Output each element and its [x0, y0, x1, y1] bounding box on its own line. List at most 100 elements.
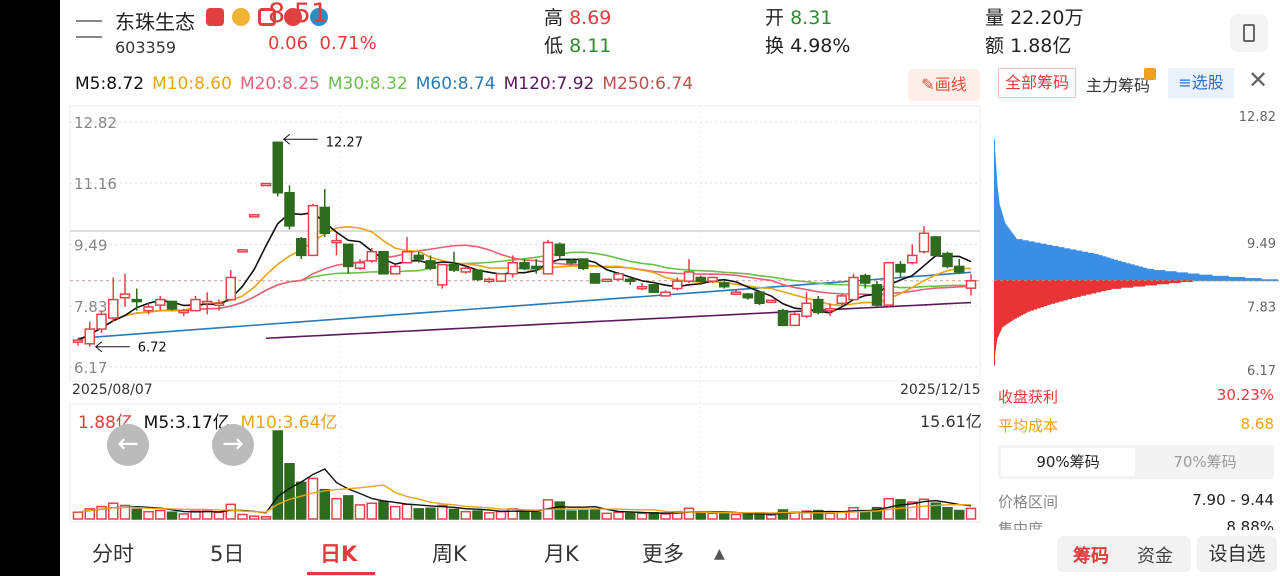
chip-bar-above — [994, 263, 1131, 266]
chip-bar-above — [994, 276, 1246, 279]
chip-bar-above — [994, 154, 996, 157]
y-tick-label: 12.82 — [74, 114, 117, 132]
chip-bar-below — [994, 353, 996, 356]
chip-bar-above — [994, 195, 999, 198]
price-change: 0.06 0.71% — [268, 33, 377, 54]
min-arrow-icon — [94, 341, 130, 353]
chips-button[interactable]: 筹码 — [1073, 546, 1109, 567]
chip-bar-below — [994, 312, 1026, 315]
volume-bar — [190, 510, 201, 520]
tab-monthly-k[interactable]: 月K — [544, 542, 579, 566]
bottom-pill — [1057, 536, 1191, 572]
volume-bar — [390, 505, 401, 520]
landscape-icon[interactable] — [1230, 14, 1268, 52]
volume-bar — [213, 511, 225, 520]
capital-button[interactable]: 资金 — [1137, 546, 1173, 567]
candle — [319, 206, 330, 235]
chip-bar-below — [994, 344, 997, 347]
prev-arrow-button[interactable]: ← — [107, 424, 149, 466]
chip-bar-above — [994, 208, 1002, 211]
volume-bar — [930, 502, 941, 520]
seg-90[interactable]: 90%筹码 — [1001, 448, 1135, 476]
next-arrow-button[interactable]: → — [212, 424, 254, 466]
chip-bar-above — [994, 197, 999, 200]
ma-legend-item: M30:8.32 — [327, 74, 408, 94]
candle — [143, 306, 154, 312]
chip-y-tick: 9.49 — [1247, 237, 1276, 252]
tab-weekly-k[interactable]: 周K — [432, 542, 467, 566]
candle — [378, 250, 389, 275]
volume-bar — [319, 488, 330, 520]
volume-bar — [272, 430, 283, 520]
chip-tab-main[interactable]: 主力筹码 — [1086, 76, 1151, 95]
volume-bar — [625, 512, 636, 520]
turnover-stat: 换 4.98% — [765, 35, 851, 57]
high-stat: 高 8.69 — [544, 7, 612, 29]
stock-picker-button[interactable]: ≡选股 — [1168, 68, 1234, 98]
volume-bar — [695, 511, 706, 520]
tab-daily-k[interactable]: 日K — [320, 542, 358, 566]
menu-icon[interactable] — [76, 20, 102, 38]
volume-ma10-line — [77, 484, 972, 514]
app-icon[interactable] — [206, 8, 224, 26]
max-label: 12.27 — [326, 135, 363, 150]
volume-bar — [84, 508, 95, 520]
chip-bar-below — [994, 352, 996, 355]
seg-70[interactable]: 70%筹码 — [1173, 453, 1237, 471]
weibo-icon[interactable] — [232, 8, 250, 26]
chip-bar-below — [994, 335, 999, 338]
ma-legend-item: M20:8.25 — [239, 74, 320, 94]
chip-bar-above — [994, 162, 996, 165]
candle — [883, 261, 894, 306]
chip-bar-below — [994, 333, 999, 336]
caret-up-icon[interactable]: ▲ — [714, 546, 725, 562]
change-pct: 0.71% — [319, 33, 377, 54]
chip-bar-above — [994, 173, 997, 176]
ma-legend-item: M5:8.72 — [75, 74, 145, 94]
chip-bar-above — [994, 163, 997, 166]
stock-name: 东珠生态 — [115, 10, 195, 34]
ma-legend-item: M60:8.74 — [415, 74, 496, 94]
chip-bar-above — [994, 265, 1139, 268]
volume-frame — [69, 403, 981, 523]
volume-bar — [108, 502, 119, 520]
app-badge-icons[interactable] — [206, 8, 328, 26]
chip-bar-above — [994, 164, 997, 167]
chat-icon[interactable] — [310, 8, 328, 26]
kline-chart[interactable]: 12.82 11.16 9.49 7.83 6.17 12.27 6.72 12.82 9.49… — [60, 0, 1280, 576]
chip-bar-above — [994, 255, 1103, 258]
chip-bar-above — [994, 149, 996, 152]
chip-bar-above — [994, 275, 1229, 278]
candle — [707, 276, 718, 282]
date-end: 2025/12/15 — [900, 382, 981, 398]
chip-bar-below — [994, 299, 1064, 302]
tab-more[interactable]: 更多 — [642, 542, 684, 566]
chip-bar-above — [994, 266, 1144, 269]
volume-bar — [331, 497, 342, 520]
ma-legend-item: M10:8.60 — [152, 74, 232, 94]
chip-bar-above — [994, 258, 1115, 261]
draw-line-button[interactable]: ✎画线 — [908, 69, 980, 101]
candle — [460, 267, 471, 273]
tab-5day[interactable]: 5日 — [210, 542, 245, 566]
chip-bar-above — [994, 239, 1023, 242]
chip-bar-above — [994, 234, 1015, 237]
volume-bar — [907, 501, 918, 520]
close-icon[interactable]: ✕ — [1248, 66, 1269, 94]
candle — [178, 309, 189, 314]
candle — [108, 298, 119, 319]
candle — [84, 328, 95, 345]
candle — [307, 204, 319, 257]
chip-bar-below — [994, 282, 1169, 285]
share-icon[interactable] — [284, 8, 302, 26]
max-arrow-icon — [282, 133, 318, 145]
tv-icon[interactable] — [258, 8, 276, 26]
chip-bar-below — [994, 329, 1001, 332]
chip-bar-above — [994, 205, 1001, 208]
tab-intraday[interactable]: 分时 — [92, 542, 134, 566]
chip-bar-above — [994, 228, 1010, 231]
stock-code: 603359 — [115, 38, 177, 57]
chip-tab-all[interactable]: 全部筹码 — [998, 68, 1076, 98]
add-watchlist-button[interactable]: 设自选 — [1197, 536, 1277, 572]
volume-bar — [249, 515, 260, 520]
